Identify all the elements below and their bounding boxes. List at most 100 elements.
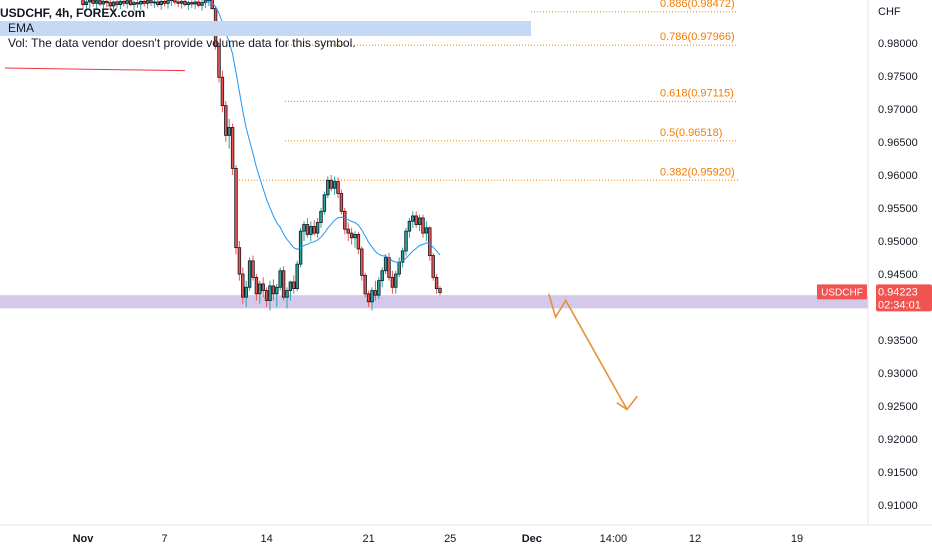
candle [288, 280, 293, 301]
candle-body [400, 250, 405, 263]
candle [373, 280, 378, 301]
support-zone [0, 295, 868, 309]
candle-body [145, 0, 150, 4]
candle [356, 231, 361, 255]
candle-body [383, 257, 388, 272]
candle [200, 0, 204, 11]
candle [227, 118, 231, 149]
candle-body [336, 181, 340, 194]
candle-body [332, 181, 337, 189]
candle-body [271, 285, 276, 295]
candle [84, 0, 89, 12]
candle [292, 275, 296, 294]
candle-body [261, 283, 265, 291]
candle [343, 208, 347, 235]
candle-body [281, 270, 286, 298]
candle-body [414, 215, 418, 225]
time-tick-label: 7 [162, 533, 168, 545]
price-axis [868, 0, 932, 550]
candle-body [230, 127, 235, 169]
candle-body [118, 0, 123, 6]
candle-body [319, 210, 323, 223]
candle [122, 0, 126, 7]
candle [101, 0, 106, 10]
candle [295, 260, 299, 292]
candle-body [193, 1, 197, 5]
candle [370, 287, 374, 311]
candle [135, 0, 140, 8]
candle [329, 175, 333, 192]
candle-body [115, 1, 119, 6]
candle [220, 70, 225, 113]
candle [128, 0, 133, 6]
candle [397, 257, 401, 278]
candle [247, 257, 252, 291]
candle [91, 0, 95, 7]
candle [159, 0, 163, 10]
candle [414, 211, 418, 228]
candle-body [387, 257, 391, 278]
candle [417, 214, 422, 232]
candle [312, 219, 316, 236]
time-tick-label: 25 [444, 533, 456, 545]
candle-body [237, 247, 242, 275]
candle [346, 222, 350, 242]
candle-body [438, 288, 442, 293]
candle [264, 287, 269, 308]
candle-body [315, 222, 320, 234]
candle [424, 221, 429, 242]
candle-body [176, 1, 180, 4]
candle-body [98, 0, 102, 5]
candle [315, 217, 320, 238]
candle [149, 0, 153, 6]
candle [309, 221, 313, 242]
symbol-tag [817, 284, 867, 300]
candle [190, 0, 194, 8]
candle [394, 270, 398, 294]
candle [407, 217, 412, 238]
candle [105, 0, 109, 8]
candle-body [329, 179, 333, 189]
candle-body [254, 276, 259, 295]
candle [271, 279, 276, 301]
ema-indicator-label[interactable]: EMA [0, 21, 531, 36]
projection-arrowhead [616, 395, 638, 411]
candle-body [203, 0, 208, 4]
candle-body [346, 228, 350, 234]
candle-body [343, 210, 347, 230]
projection-path [548, 293, 628, 410]
candle-body [207, 0, 211, 2]
candle-body [139, 0, 143, 5]
symbol-title[interactable]: USDCHF, 4h, FOREX.com [0, 6, 146, 20]
candle-body [247, 260, 252, 288]
candle [193, 0, 197, 10]
candle [173, 0, 177, 5]
candle [305, 217, 310, 238]
candle [326, 176, 330, 199]
candle-body [390, 276, 395, 288]
candle-body [264, 290, 269, 301]
price-tick-label: 0.93500 [878, 335, 918, 347]
candle-body [122, 0, 126, 4]
candle-body [285, 290, 289, 298]
candle [353, 231, 357, 248]
candle [108, 0, 112, 10]
currency-label: CHF [878, 6, 901, 18]
candle [139, 0, 143, 10]
candle-body [91, 0, 95, 4]
candle [244, 280, 248, 308]
candle [203, 0, 208, 8]
candle-body [179, 0, 184, 4]
candle [111, 0, 116, 12]
candle [332, 176, 337, 195]
candle [125, 0, 129, 9]
candle [268, 280, 272, 311]
candle-body [431, 255, 435, 278]
candle-body [224, 105, 228, 136]
candle [115, 0, 119, 8]
candle-body [275, 286, 279, 295]
candle-body [363, 274, 367, 295]
fib-level-label: 0.886(0.98472) [660, 0, 735, 10]
candle-body [84, 1, 89, 6]
